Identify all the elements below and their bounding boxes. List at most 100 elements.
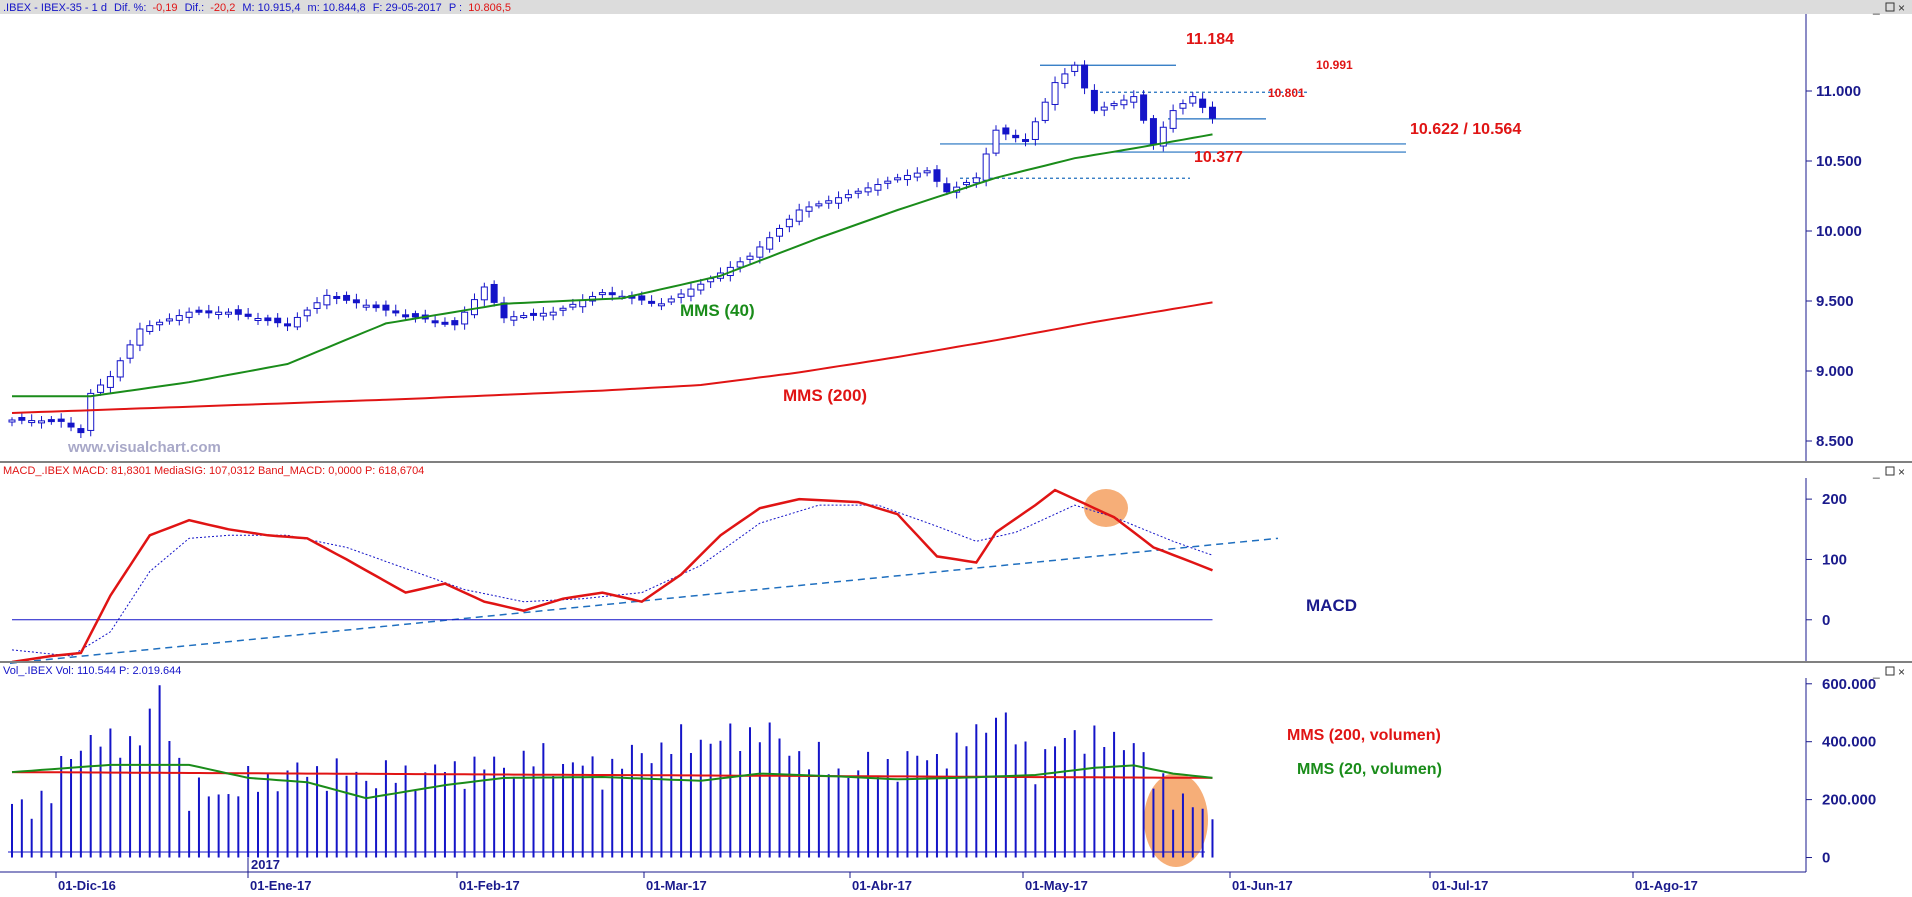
candle [972, 172, 980, 188]
candle [913, 167, 921, 182]
candle [648, 295, 656, 307]
candle [874, 178, 882, 196]
level-10622-label: 10.622 / 10.564 [1410, 121, 1521, 138]
candle [8, 417, 16, 427]
candle [392, 304, 400, 317]
candle [1071, 61, 1079, 77]
volume-yticks: 600.000 400.000 200.000 0 [1806, 676, 1876, 867]
candle [539, 307, 547, 321]
macd-minimize-icon[interactable]: _ [1872, 465, 1880, 479]
candle [224, 308, 232, 318]
price-ytick-label: 8.500 [1816, 433, 1854, 450]
candle [1130, 90, 1138, 109]
candle [923, 167, 931, 177]
candle [106, 370, 114, 394]
header-date: F: 29-05-2017 [373, 2, 442, 14]
header-close-label: P : [449, 2, 462, 14]
volume-ytick-label: 200.000 [1822, 792, 1876, 809]
price-ytick-label: 10.000 [1816, 223, 1862, 240]
candle [441, 317, 449, 327]
macd-line [11, 488, 1213, 664]
candle [1022, 133, 1030, 147]
macd-maximize-icon[interactable] [1885, 466, 1895, 476]
candle [933, 165, 941, 188]
macd-ytick-label: 0 [1822, 612, 1830, 629]
candle [628, 291, 636, 305]
maximize-icon[interactable] [1885, 2, 1895, 12]
candle [687, 282, 695, 302]
year-marker-label: 2017 [251, 857, 280, 872]
candle [234, 305, 242, 321]
candle [667, 295, 675, 306]
candle [1090, 84, 1098, 114]
candle [264, 314, 272, 326]
volume-ytick-label: 0 [1822, 850, 1830, 867]
candle [530, 308, 538, 321]
candle [1199, 92, 1207, 114]
mm40-label: MMS (40) [680, 301, 755, 320]
minimize-icon[interactable]: _ [1872, 1, 1880, 15]
candle [126, 339, 134, 364]
candle [598, 289, 606, 299]
candle [352, 293, 360, 309]
candle [825, 195, 833, 209]
volume-minimize-icon[interactable]: _ [1872, 665, 1880, 679]
price-header: .IBEX - IBEX-35 - 1 d Dif. %: -0,19 Dif.… [3, 2, 511, 14]
candle [1169, 104, 1177, 133]
volume-close-icon[interactable]: × [1898, 665, 1905, 679]
candle [776, 224, 784, 242]
candle [746, 252, 754, 264]
macd-close-icon[interactable]: × [1898, 465, 1905, 479]
candle [579, 294, 587, 313]
candle [67, 417, 75, 432]
candle [372, 301, 380, 312]
candle [1061, 68, 1069, 89]
candle [1110, 100, 1118, 110]
candle [215, 306, 223, 320]
header-dif-pct-value: -0,19 [152, 2, 177, 14]
candle [205, 304, 213, 319]
candle [490, 280, 498, 307]
candle [894, 173, 902, 183]
candle [136, 322, 144, 352]
level-10991-label: 10.991 [1316, 58, 1353, 72]
macd-cross-highlight [1084, 489, 1128, 527]
volume-mm200-label: MMS (200, volumen) [1287, 727, 1441, 744]
candle [411, 310, 419, 323]
price-header-bar [0, 0, 1912, 14]
candle [559, 305, 567, 317]
candle [284, 317, 292, 332]
candle [146, 320, 154, 335]
candle [254, 312, 262, 325]
volume-mm20-line [11, 763, 1213, 800]
candle [1100, 101, 1108, 117]
candle [293, 312, 301, 331]
candle [500, 296, 508, 324]
candle [1041, 98, 1049, 124]
candle [657, 298, 665, 311]
candle [815, 200, 823, 209]
candle [313, 297, 321, 314]
candle [303, 306, 311, 322]
candle [1189, 92, 1197, 107]
candle [1120, 94, 1128, 110]
candle [1140, 90, 1148, 124]
macd-window-controls: _ × [1872, 465, 1905, 479]
volume-bars [11, 685, 1214, 858]
close-icon[interactable]: × [1898, 1, 1905, 15]
candle [480, 282, 488, 307]
header-dif-label: Dif.: [185, 2, 205, 14]
watermark: www.visualchart.com [67, 439, 221, 456]
candle [520, 311, 528, 319]
candle [38, 416, 46, 429]
x-tick-label: 01-Ago-17 [1635, 878, 1698, 892]
price-ytick-label: 11.000 [1816, 83, 1861, 100]
volume-mm20-label: MMS (20, volumen) [1297, 761, 1442, 778]
candle [323, 289, 331, 310]
header-min: m: 10.844,8 [308, 2, 366, 14]
volume-maximize-icon[interactable] [1885, 666, 1895, 676]
candle [864, 182, 872, 196]
x-tick-label: 01-May-17 [1025, 878, 1088, 892]
candle [47, 416, 55, 425]
